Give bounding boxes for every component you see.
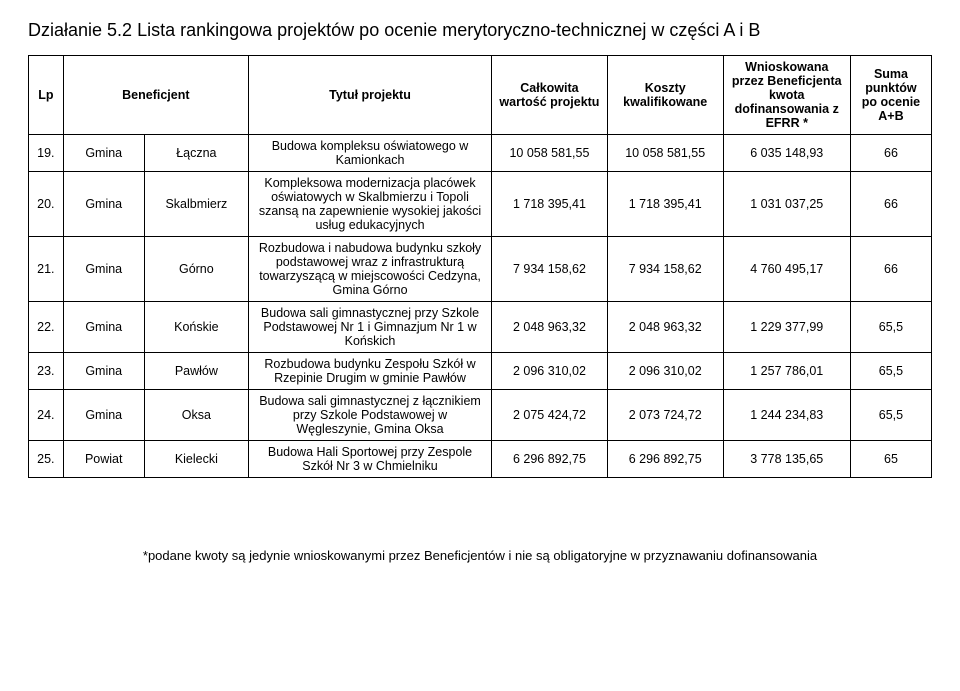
cell-lp: 25. bbox=[29, 441, 64, 478]
cell-total: 7 934 158,62 bbox=[492, 237, 608, 302]
cell-total: 2 096 310,02 bbox=[492, 353, 608, 390]
cell-ben_type: Gmina bbox=[63, 302, 144, 353]
cell-requested: 1 031 037,25 bbox=[723, 172, 850, 237]
cell-points: 66 bbox=[850, 135, 931, 172]
cell-lp: 19. bbox=[29, 135, 64, 172]
cell-points: 65 bbox=[850, 441, 931, 478]
cell-eligible: 6 296 892,75 bbox=[607, 441, 723, 478]
table-row: 20.GminaSkalbmierzKompleksowa modernizac… bbox=[29, 172, 932, 237]
cell-lp: 22. bbox=[29, 302, 64, 353]
col-points: Suma punktów po ocenie A+B bbox=[850, 56, 931, 135]
cell-lp: 21. bbox=[29, 237, 64, 302]
cell-title: Rozbudowa i nabudowa budynku szkoły pods… bbox=[248, 237, 491, 302]
cell-title: Kompleksowa modernizacja placówek oświat… bbox=[248, 172, 491, 237]
cell-ben_name: Skalbmierz bbox=[144, 172, 248, 237]
page-title: Działanie 5.2 Lista rankingowa projektów… bbox=[28, 20, 932, 41]
cell-ben_name: Łączna bbox=[144, 135, 248, 172]
cell-ben_name: Kielecki bbox=[144, 441, 248, 478]
table-row: 25.PowiatKieleckiBudowa Hali Sportowej p… bbox=[29, 441, 932, 478]
cell-title: Budowa Hali Sportowej przy Zespole Szkół… bbox=[248, 441, 491, 478]
cell-points: 65,5 bbox=[850, 302, 931, 353]
cell-ben_name: Pawłów bbox=[144, 353, 248, 390]
table-row: 21.GminaGórnoRozbudowa i nabudowa budynk… bbox=[29, 237, 932, 302]
cell-points: 66 bbox=[850, 172, 931, 237]
cell-points: 65,5 bbox=[850, 390, 931, 441]
col-lp: Lp bbox=[29, 56, 64, 135]
table-row: 22.GminaKońskieBudowa sali gimnastycznej… bbox=[29, 302, 932, 353]
col-requested: Wnioskowana przez Beneficjenta kwota dof… bbox=[723, 56, 850, 135]
cell-ben_type: Gmina bbox=[63, 135, 144, 172]
cell-ben_name: Górno bbox=[144, 237, 248, 302]
cell-points: 66 bbox=[850, 237, 931, 302]
col-total-value: Całkowita wartość projektu bbox=[492, 56, 608, 135]
footnote: *podane kwoty są jedynie wnioskowanymi p… bbox=[28, 548, 932, 563]
col-project-title: Tytuł projektu bbox=[248, 56, 491, 135]
cell-ben_type: Powiat bbox=[63, 441, 144, 478]
table-row: 23.GminaPawłówRozbudowa budynku Zespołu … bbox=[29, 353, 932, 390]
cell-title: Budowa sali gimnastycznej z łącznikiem p… bbox=[248, 390, 491, 441]
cell-ben_type: Gmina bbox=[63, 172, 144, 237]
cell-points: 65,5 bbox=[850, 353, 931, 390]
cell-requested: 4 760 495,17 bbox=[723, 237, 850, 302]
cell-lp: 23. bbox=[29, 353, 64, 390]
cell-eligible: 2 048 963,32 bbox=[607, 302, 723, 353]
cell-requested: 1 244 234,83 bbox=[723, 390, 850, 441]
cell-title: Budowa kompleksu oświatowego w Kamionkac… bbox=[248, 135, 491, 172]
cell-eligible: 7 934 158,62 bbox=[607, 237, 723, 302]
table-body: 19.GminaŁącznaBudowa kompleksu oświatowe… bbox=[29, 135, 932, 478]
cell-lp: 24. bbox=[29, 390, 64, 441]
cell-ben_type: Gmina bbox=[63, 237, 144, 302]
cell-total: 1 718 395,41 bbox=[492, 172, 608, 237]
cell-eligible: 1 718 395,41 bbox=[607, 172, 723, 237]
cell-total: 6 296 892,75 bbox=[492, 441, 608, 478]
cell-total: 2 075 424,72 bbox=[492, 390, 608, 441]
table-row: 24.GminaOksaBudowa sali gimnastycznej z … bbox=[29, 390, 932, 441]
cell-eligible: 10 058 581,55 bbox=[607, 135, 723, 172]
cell-requested: 3 778 135,65 bbox=[723, 441, 850, 478]
cell-title: Rozbudowa budynku Zespołu Szkół w Rzepin… bbox=[248, 353, 491, 390]
cell-ben_name: Końskie bbox=[144, 302, 248, 353]
cell-lp: 20. bbox=[29, 172, 64, 237]
cell-eligible: 2 073 724,72 bbox=[607, 390, 723, 441]
cell-requested: 6 035 148,93 bbox=[723, 135, 850, 172]
cell-ben_name: Oksa bbox=[144, 390, 248, 441]
cell-total: 10 058 581,55 bbox=[492, 135, 608, 172]
cell-ben_type: Gmina bbox=[63, 390, 144, 441]
cell-requested: 1 257 786,01 bbox=[723, 353, 850, 390]
col-beneficiary: Beneficjent bbox=[63, 56, 248, 135]
cell-title: Budowa sali gimnastycznej przy Szkole Po… bbox=[248, 302, 491, 353]
cell-eligible: 2 096 310,02 bbox=[607, 353, 723, 390]
ranking-table: Lp Beneficjent Tytuł projektu Całkowita … bbox=[28, 55, 932, 478]
document-page: Działanie 5.2 Lista rankingowa projektów… bbox=[0, 0, 960, 583]
table-header-row: Lp Beneficjent Tytuł projektu Całkowita … bbox=[29, 56, 932, 135]
col-eligible-costs: Koszty kwalifikowane bbox=[607, 56, 723, 135]
cell-ben_type: Gmina bbox=[63, 353, 144, 390]
table-row: 19.GminaŁącznaBudowa kompleksu oświatowe… bbox=[29, 135, 932, 172]
cell-requested: 1 229 377,99 bbox=[723, 302, 850, 353]
cell-total: 2 048 963,32 bbox=[492, 302, 608, 353]
